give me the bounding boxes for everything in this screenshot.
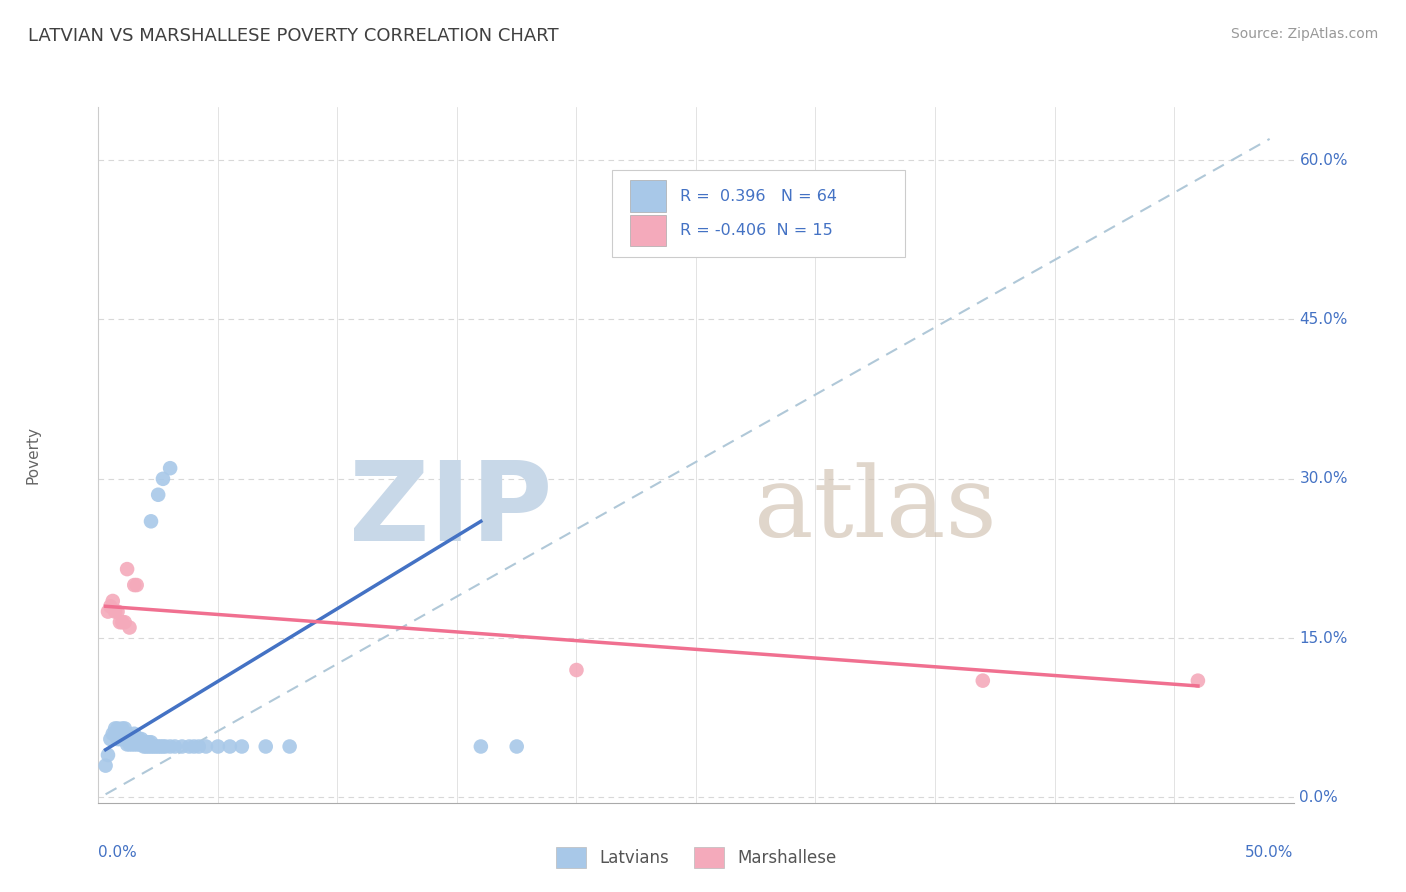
Point [152,472,174,486]
Point [138,739,160,754]
FancyBboxPatch shape [630,215,666,246]
Point [104,722,127,736]
Point [111,727,134,741]
Text: 60.0%: 60.0% [1299,153,1348,168]
Point [565,663,588,677]
Point [231,739,253,754]
Point [135,739,157,754]
Point [118,738,141,752]
Point [107,722,129,736]
Point [108,615,131,630]
Text: 50.0%: 50.0% [1246,845,1294,860]
Point [114,615,136,630]
Point [142,739,165,754]
Point [104,727,127,741]
Point [121,732,143,747]
Text: Source: ZipAtlas.com: Source: ZipAtlas.com [1230,27,1378,41]
Point [121,738,143,752]
Point [111,615,134,630]
Point [145,739,167,754]
Point [159,739,181,754]
Point [139,739,162,754]
Legend: Latvians, Marshallese: Latvians, Marshallese [548,841,844,874]
Text: 0.0%: 0.0% [1299,790,1339,805]
Point [98,599,122,614]
Point [148,739,170,754]
Point [115,727,138,741]
Point [132,739,155,754]
Point [159,461,181,475]
Point [111,722,134,736]
Point [207,739,229,754]
Point [101,594,124,608]
FancyBboxPatch shape [630,180,666,211]
Point [179,739,201,754]
Text: Poverty: Poverty [25,425,41,484]
Point [148,488,170,502]
Text: 45.0%: 45.0% [1299,312,1348,327]
Point [111,732,134,747]
Point [254,739,277,754]
Point [128,732,150,747]
Point [115,562,138,576]
Point [114,727,136,741]
Point [149,739,172,754]
Point [124,727,146,741]
Point [194,739,217,754]
Point [506,739,529,754]
Text: 0.0%: 0.0% [98,845,138,860]
Point [187,739,209,754]
Point [115,732,138,747]
Point [139,735,162,749]
Point [278,739,301,754]
Point [135,735,157,749]
Text: LATVIAN VS MARSHALLESE POVERTY CORRELATION CHART: LATVIAN VS MARSHALLESE POVERTY CORRELATI… [28,27,558,45]
Point [131,732,153,747]
Point [97,605,120,619]
Point [163,739,186,754]
Point [104,605,127,619]
Point [183,739,205,754]
Point [125,578,148,592]
Text: R =  0.396   N = 64: R = 0.396 N = 64 [681,188,838,203]
Text: ZIP: ZIP [349,457,553,564]
Point [131,738,153,752]
Point [132,735,155,749]
Point [114,732,136,747]
Point [94,758,117,772]
Point [139,514,162,528]
Point [125,732,148,747]
Point [98,732,122,747]
Point [172,739,194,754]
Point [115,738,138,752]
Point [108,732,131,747]
Point [124,738,146,752]
Point [972,673,994,688]
Point [101,727,124,741]
Point [118,621,141,635]
Point [219,739,242,754]
Point [107,732,129,747]
Point [152,739,174,754]
Point [108,727,131,741]
FancyBboxPatch shape [612,169,905,257]
Text: R = -0.406  N = 15: R = -0.406 N = 15 [681,223,834,237]
Point [124,732,146,747]
Point [118,732,141,747]
Point [155,739,177,754]
Point [97,747,120,762]
Point [1187,673,1209,688]
Text: 15.0%: 15.0% [1299,631,1348,646]
Point [128,738,150,752]
Text: atlas: atlas [754,463,997,558]
Point [125,738,148,752]
Point [107,605,129,619]
Point [138,735,160,749]
Text: 30.0%: 30.0% [1299,471,1348,486]
Point [114,722,136,736]
Point [470,739,492,754]
Point [124,578,146,592]
